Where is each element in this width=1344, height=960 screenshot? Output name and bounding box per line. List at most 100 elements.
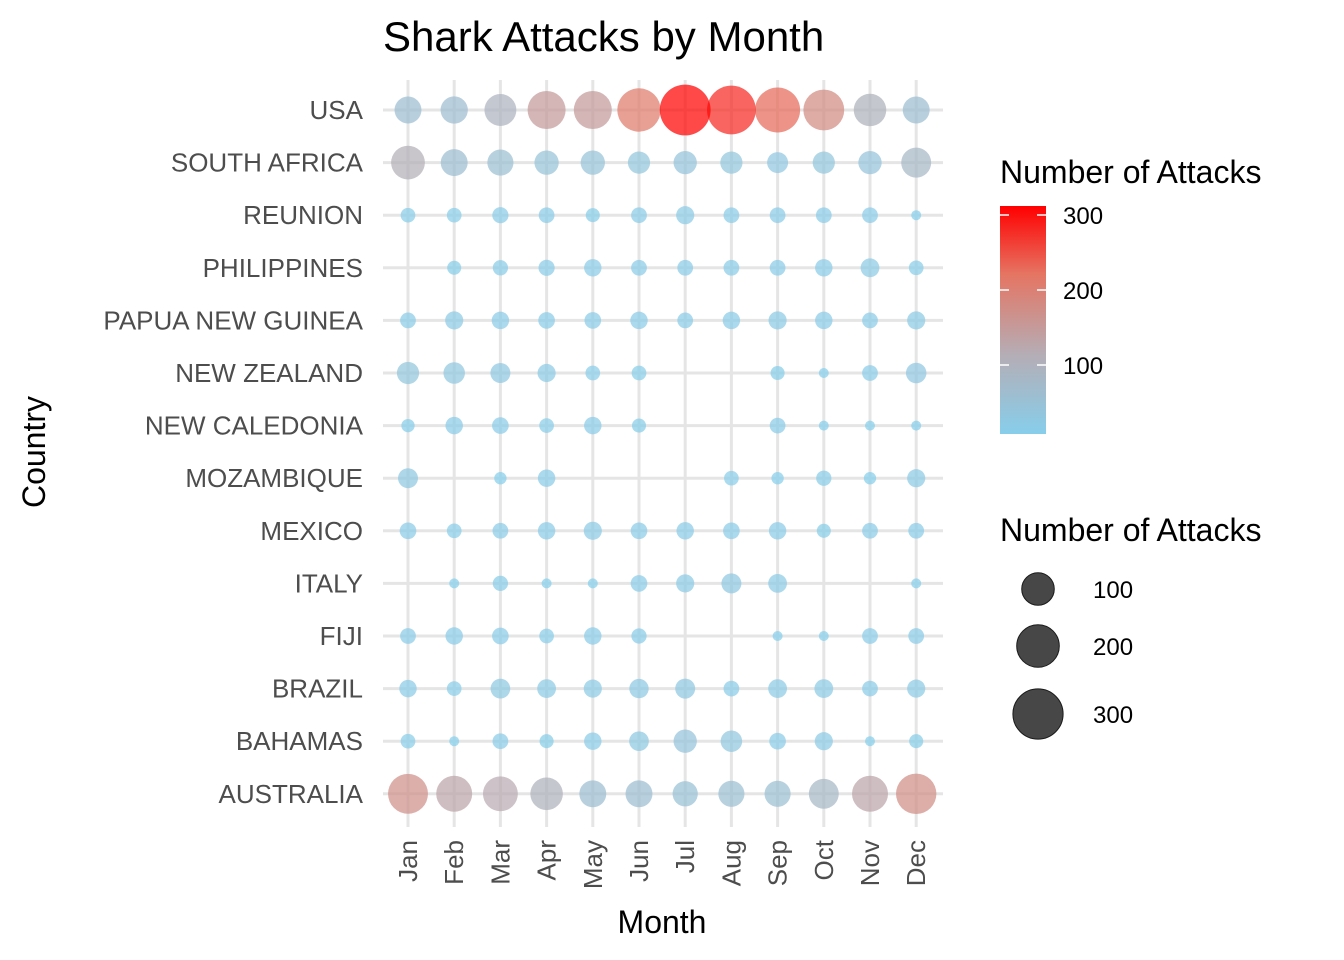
data-point: [721, 573, 742, 594]
data-point: [583, 679, 602, 698]
data-point: [630, 311, 648, 330]
data-point: [400, 207, 416, 223]
data-point: [812, 151, 835, 174]
size-legend-label: 300: [1093, 702, 1133, 729]
data-point: [539, 734, 554, 749]
data-point: [818, 420, 829, 431]
data-point: [539, 628, 554, 644]
y-tick-label: PAPUA NEW GUINEA: [103, 305, 363, 335]
data-point: [768, 679, 787, 698]
data-point: [399, 522, 417, 540]
data-point: [388, 773, 428, 814]
data-point: [673, 729, 697, 753]
data-point: [625, 780, 653, 808]
data-point: [673, 150, 697, 175]
data-point: [446, 207, 462, 223]
data-point: [584, 259, 602, 277]
data-point: [718, 780, 745, 807]
data-point: [449, 736, 460, 747]
data-point: [818, 368, 829, 378]
data-point: [584, 312, 602, 329]
data-point: [707, 85, 756, 135]
y-tick-label: FIJI: [320, 621, 363, 651]
data-point: [909, 734, 924, 749]
color-legend-bar: [1000, 206, 1046, 434]
data-point: [862, 680, 878, 697]
data-point: [447, 260, 462, 275]
y-tick-label: BAHAMAS: [236, 726, 363, 756]
y-tick-label: NEW ZEALAND: [175, 358, 363, 388]
data-point: [858, 150, 882, 175]
x-tick-label: Apr: [532, 840, 562, 881]
x-tick-label: Jul: [670, 840, 700, 873]
y-tick-label: SOUTH AFRICA: [171, 148, 364, 178]
data-point: [768, 574, 787, 593]
data-point: [771, 472, 784, 485]
x-axis-title: Month: [618, 904, 707, 940]
data-point: [767, 152, 789, 174]
data-point: [627, 151, 651, 174]
y-tick-label: USA: [310, 95, 364, 125]
data-point: [911, 420, 922, 431]
data-points: [388, 84, 937, 814]
x-tick-label: Oct: [809, 839, 839, 880]
data-point: [723, 207, 740, 224]
data-point: [541, 578, 552, 589]
data-point: [482, 776, 518, 812]
data-point: [768, 522, 787, 540]
data-point: [491, 311, 510, 330]
data-point: [814, 679, 834, 698]
data-point: [722, 311, 741, 330]
data-point: [440, 149, 468, 177]
data-point: [768, 311, 787, 330]
data-point: [584, 732, 602, 750]
data-point: [436, 775, 473, 812]
data-point: [862, 365, 878, 381]
data-point: [769, 732, 786, 750]
data-point: [862, 522, 878, 539]
data-point: [907, 469, 926, 488]
data-point: [585, 208, 600, 223]
data-point: [538, 207, 555, 224]
data-point: [901, 147, 932, 178]
x-tick-label: Jun: [624, 840, 654, 882]
y-tick-label: NEW CALEDONIA: [145, 411, 364, 441]
data-point: [723, 259, 740, 276]
data-point: [815, 259, 833, 277]
data-point: [815, 311, 833, 330]
data-point: [769, 259, 786, 276]
data-point: [399, 679, 417, 698]
data-point: [573, 90, 612, 130]
chart-title: Shark Attacks by Month: [383, 13, 824, 60]
data-point: [629, 678, 649, 699]
data-point: [492, 207, 509, 224]
y-tick-label: BRAZIL: [272, 674, 363, 704]
data-point: [631, 207, 647, 224]
data-point: [630, 575, 648, 592]
data-point: [446, 681, 462, 696]
data-point: [492, 575, 509, 592]
data-point: [492, 522, 509, 539]
data-point: [445, 416, 463, 435]
data-point: [764, 780, 791, 807]
color-legend: Number of Attacks 100 200 300: [1000, 154, 1261, 434]
size-legend-circle: [1012, 688, 1064, 740]
data-point: [527, 90, 566, 130]
data-point: [538, 312, 555, 329]
data-point: [400, 628, 416, 644]
data-point: [659, 84, 711, 136]
size-legend-label: 200: [1093, 634, 1133, 661]
data-point: [579, 780, 607, 808]
size-legend: Number of Attacks 100 200 300: [1000, 512, 1261, 740]
data-point: [534, 150, 559, 175]
data-point: [631, 628, 647, 644]
y-axis-tick-labels: USA SOUTH AFRICA REUNION PHILIPPINES PAPUA N…: [103, 95, 363, 809]
data-point: [865, 736, 875, 747]
data-point: [580, 150, 605, 175]
data-point: [396, 361, 420, 385]
data-point: [445, 311, 464, 330]
data-point: [492, 627, 509, 645]
data-point: [675, 678, 696, 699]
data-point: [537, 469, 556, 487]
